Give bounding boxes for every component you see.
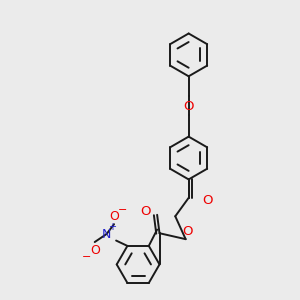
Text: −: − [82,252,91,262]
Text: N: N [102,227,111,241]
Text: O: O [90,244,100,257]
Text: O: O [202,194,212,207]
Text: O: O [141,205,151,218]
Text: +: + [108,223,116,232]
Text: O: O [182,225,192,238]
Text: O: O [183,100,194,113]
Text: O: O [109,210,119,223]
Text: −: − [118,205,127,215]
